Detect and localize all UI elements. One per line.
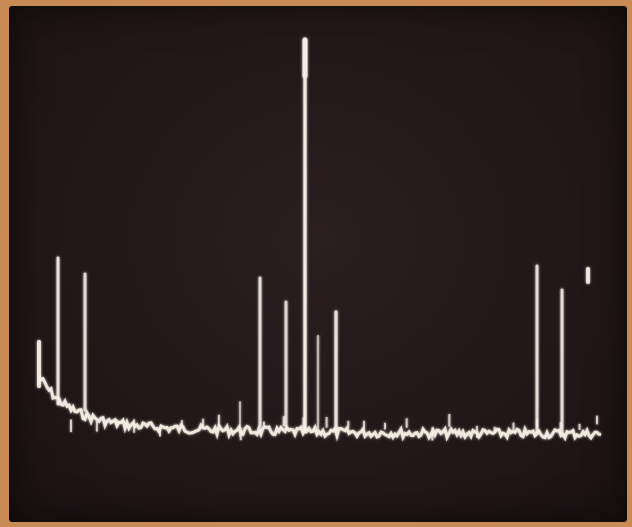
noise-blip xyxy=(325,417,328,428)
noise-blip xyxy=(493,426,496,433)
oscilloscope-screen xyxy=(9,6,627,522)
noise-blip xyxy=(536,419,538,428)
noise-blip xyxy=(405,418,408,428)
noise-blip xyxy=(180,420,183,427)
noise-blip xyxy=(384,422,386,430)
noise-blip xyxy=(559,422,562,430)
noise-blip xyxy=(239,427,242,441)
noise-blip xyxy=(448,414,451,427)
noise-blip xyxy=(133,419,136,433)
noise-blip xyxy=(347,420,350,428)
noise-blip xyxy=(262,421,265,428)
noise-blip xyxy=(95,421,98,432)
noise-blip xyxy=(596,415,598,425)
noise-blip xyxy=(282,416,285,427)
noise-blip xyxy=(202,418,205,427)
noise-blip xyxy=(512,422,515,430)
noise-blip xyxy=(70,419,72,433)
noise-blip xyxy=(115,419,118,427)
noise-blip xyxy=(302,417,305,428)
baseline-noise xyxy=(37,375,602,442)
noise-blip xyxy=(431,427,434,441)
noise-blip xyxy=(363,420,365,431)
noise-blip xyxy=(578,423,581,430)
signal-trace xyxy=(37,37,602,442)
noise-blip xyxy=(217,414,220,424)
noise-blip xyxy=(476,425,478,438)
noise-blip xyxy=(159,426,161,437)
trace-display xyxy=(37,37,602,442)
